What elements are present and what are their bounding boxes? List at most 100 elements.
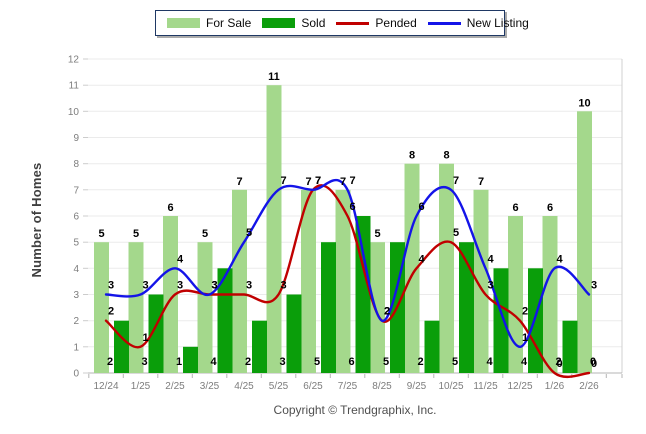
svg-text:6: 6 [418, 201, 424, 213]
svg-text:11: 11 [69, 81, 80, 92]
svg-text:1/25: 1/25 [131, 381, 151, 392]
for-sale-swatch-icon [167, 18, 200, 28]
svg-text:0: 0 [591, 358, 597, 370]
for-sale-bar [542, 216, 558, 373]
svg-text:4: 4 [418, 253, 425, 265]
svg-text:3: 3 [211, 280, 217, 292]
svg-text:2: 2 [522, 306, 528, 318]
svg-text:3: 3 [177, 280, 183, 292]
svg-text:5: 5 [383, 356, 389, 368]
svg-text:8: 8 [443, 150, 449, 162]
svg-text:3: 3 [108, 280, 114, 292]
svg-text:3: 3 [73, 290, 79, 301]
svg-text:0: 0 [556, 358, 562, 370]
svg-text:4: 4 [556, 253, 563, 265]
legend-item-new-listing: New Listing [427, 16, 529, 30]
svg-text:1: 1 [73, 342, 79, 353]
legend-item-sold: Sold [262, 16, 325, 30]
svg-text:5/25: 5/25 [269, 381, 289, 392]
svg-text:3: 3 [280, 280, 286, 292]
legend-item-pended: Pended [336, 16, 417, 30]
svg-text:3: 3 [211, 280, 217, 292]
svg-text:9: 9 [73, 133, 79, 144]
svg-text:0: 0 [590, 356, 596, 368]
svg-text:4: 4 [521, 356, 528, 368]
for-sale-bar [370, 242, 385, 373]
legend-label-for-sale: For Sale [206, 16, 252, 30]
svg-text:6: 6 [348, 356, 354, 368]
svg-text:5: 5 [246, 227, 252, 239]
sold-bar [424, 320, 440, 373]
svg-text:3: 3 [487, 280, 493, 292]
line-pended [104, 184, 591, 379]
for-sale-bar [473, 189, 489, 373]
svg-text:4: 4 [486, 356, 493, 368]
svg-text:2: 2 [73, 316, 79, 327]
svg-text:7: 7 [349, 175, 355, 187]
svg-text:7: 7 [280, 175, 286, 187]
sold-bar [114, 320, 129, 373]
svg-text:10/25: 10/25 [438, 381, 463, 392]
svg-text:6: 6 [512, 202, 518, 214]
svg-text:3/25: 3/25 [200, 381, 220, 392]
for-sale-bar [266, 85, 282, 373]
svg-text:5: 5 [452, 356, 458, 368]
svg-text:1: 1 [142, 332, 148, 344]
svg-text:11/25: 11/25 [473, 381, 498, 392]
legend-label-sold: Sold [301, 16, 326, 30]
copyright-text: Copyright © Trendgraphix, Inc. [273, 403, 437, 417]
y-axis-title: Number of Homes [29, 162, 44, 278]
sold-bar [148, 294, 164, 373]
legend: For Sale Sold Pended New Listing [155, 10, 529, 36]
svg-text:7: 7 [315, 175, 321, 187]
svg-text:10: 10 [578, 97, 590, 109]
svg-text:6: 6 [73, 212, 79, 223]
svg-text:8: 8 [73, 159, 79, 170]
svg-text:5: 5 [202, 228, 208, 240]
svg-text:3: 3 [246, 280, 252, 292]
svg-text:8: 8 [409, 150, 415, 162]
line-new-listing [104, 179, 591, 349]
svg-text:12/25: 12/25 [507, 381, 532, 392]
sold-swatch-icon [262, 18, 296, 28]
svg-text:4/25: 4/25 [234, 381, 254, 392]
svg-text:3: 3 [141, 356, 147, 368]
for-sale-bar [439, 163, 454, 373]
svg-text:3: 3 [279, 356, 285, 368]
svg-text:2: 2 [384, 306, 390, 318]
svg-text:6: 6 [167, 202, 173, 214]
axes [88, 372, 623, 378]
bars-for-sale [94, 85, 592, 374]
svg-text:1: 1 [522, 332, 528, 344]
svg-text:7: 7 [73, 185, 79, 196]
for-sale-bar [508, 216, 523, 373]
svg-text:2/25: 2/25 [165, 381, 185, 392]
for-sale-bar [232, 189, 247, 373]
svg-text:4: 4 [73, 264, 79, 275]
svg-text:9/25: 9/25 [407, 381, 427, 392]
svg-text:7: 7 [305, 176, 311, 188]
svg-text:2: 2 [417, 356, 423, 368]
new-listing-line [104, 179, 591, 349]
sold-bar [493, 268, 509, 373]
legend-label-pended: Pended [375, 16, 417, 30]
svg-text:2: 2 [384, 306, 390, 318]
sold-bar [321, 242, 336, 373]
svg-text:8/25: 8/25 [372, 381, 392, 392]
sold-bar [459, 242, 474, 373]
pended-line-swatch-icon [336, 21, 370, 25]
for-sale-bar [577, 111, 592, 374]
svg-text:5: 5 [453, 227, 459, 239]
svg-text:4: 4 [210, 356, 217, 368]
svg-text:5: 5 [374, 228, 380, 240]
svg-text:5: 5 [314, 356, 320, 368]
svg-text:3: 3 [591, 280, 597, 292]
legend-item-for-sale: For Sale [167, 16, 251, 30]
sold-bar [183, 346, 198, 373]
sold-bar [562, 320, 578, 373]
svg-text:10: 10 [68, 107, 80, 118]
svg-text:3: 3 [142, 280, 148, 292]
legend-label-new-listing: New Listing [466, 16, 529, 30]
